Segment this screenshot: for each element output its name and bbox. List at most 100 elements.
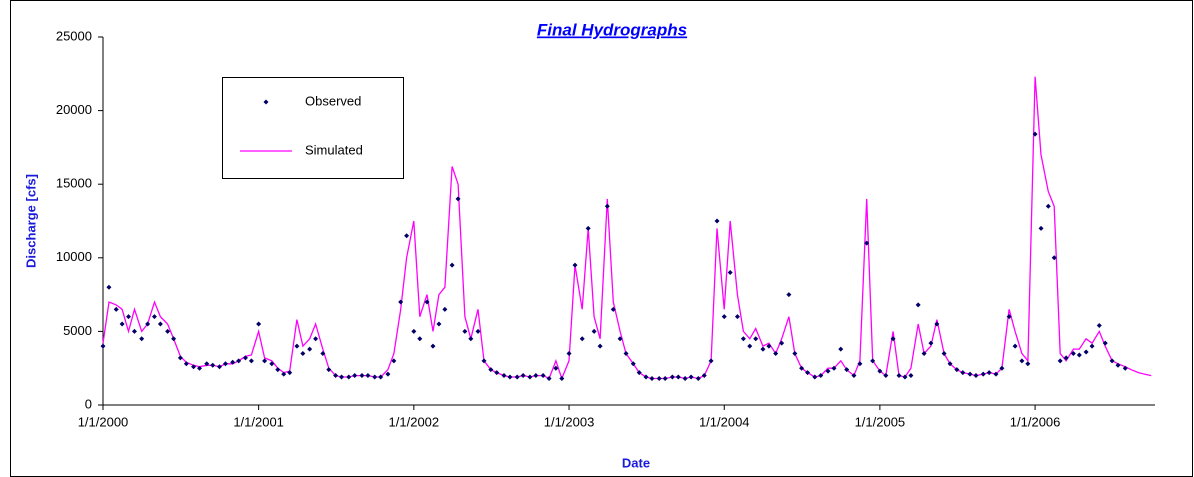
observed-point: [1109, 358, 1115, 364]
observed-point: [591, 328, 597, 334]
observed-point: [113, 306, 119, 312]
observed-point: [365, 373, 371, 379]
observed-point: [281, 371, 287, 377]
observed-point: [636, 370, 642, 376]
observed-point: [760, 346, 766, 352]
observed-point: [236, 358, 242, 364]
observed-point: [734, 314, 740, 320]
observed-point: [1051, 255, 1057, 261]
observed-point: [546, 376, 552, 382]
observed-point: [507, 374, 513, 380]
observed-point: [100, 343, 106, 349]
y-axis-label: Discharge [cfs]: [23, 174, 38, 268]
observed-point: [993, 371, 999, 377]
observed-point: [902, 374, 908, 380]
x-tick-label: 1/1/2005: [855, 414, 906, 429]
observed-point: [786, 292, 792, 298]
y-tick-label: 10000: [56, 249, 92, 264]
observed-point: [183, 361, 189, 367]
legend-box: [222, 77, 404, 179]
observed-point: [151, 314, 157, 320]
legend-marker: [263, 99, 269, 105]
observed-point: [947, 361, 953, 367]
observed-point: [559, 376, 565, 382]
observed-point: [864, 240, 870, 246]
observed-point: [1076, 352, 1082, 358]
observed-point: [934, 321, 940, 327]
observed-point: [481, 358, 487, 364]
observed-point: [217, 364, 223, 370]
observed-point: [262, 358, 268, 364]
observed-point: [1038, 225, 1044, 231]
observed-point: [533, 373, 539, 379]
observed-point: [831, 365, 837, 371]
observed-point: [145, 321, 151, 327]
observed-point: [753, 336, 759, 342]
observed-point: [572, 262, 578, 268]
observed-point: [630, 361, 636, 367]
observed-point: [986, 370, 992, 376]
observed-point: [139, 336, 145, 342]
observed-point: [404, 233, 410, 239]
observed-point: [604, 203, 610, 209]
observed-point: [346, 374, 352, 380]
observed-point: [779, 340, 785, 346]
observed-point: [157, 321, 163, 327]
observed-point: [424, 299, 430, 305]
observed-point: [1063, 355, 1069, 361]
observed-point: [385, 371, 391, 377]
observed-point: [430, 343, 436, 349]
x-axis-label: Date: [622, 455, 650, 470]
observed-point: [177, 355, 183, 361]
observed-point: [417, 336, 423, 342]
observed-point: [714, 218, 720, 224]
observed-point: [455, 196, 461, 202]
observed-point: [695, 376, 701, 382]
chart-frame: [10, 0, 1193, 477]
observed-point: [436, 321, 442, 327]
observed-point: [449, 262, 455, 268]
observed-point: [896, 373, 902, 379]
observed-point: [1122, 365, 1128, 371]
observed-point: [242, 355, 248, 361]
observed-point: [553, 365, 559, 371]
observed-point: [792, 350, 798, 356]
observed-point: [610, 306, 616, 312]
y-tick-label: 25000: [56, 28, 92, 43]
x-tick-label: 1/1/2006: [1010, 414, 1061, 429]
observed-point: [126, 314, 132, 320]
observed-point: [566, 350, 572, 356]
observed-point: [688, 374, 694, 380]
observed-point: [514, 374, 520, 380]
observed-point: [339, 374, 345, 380]
observed-point: [805, 370, 811, 376]
observed-point: [960, 370, 966, 376]
observed-point: [320, 350, 326, 356]
observed-point: [941, 350, 947, 356]
observed-point: [248, 358, 254, 364]
observed-point: [256, 321, 262, 327]
observed-point: [773, 350, 779, 356]
observed-point: [1006, 314, 1012, 320]
observed-point: [501, 373, 507, 379]
observed-point: [1032, 131, 1038, 137]
observed-point: [890, 336, 896, 342]
observed-point: [165, 328, 171, 334]
observed-point: [1096, 323, 1102, 329]
observed-point: [468, 336, 474, 342]
observed-point: [851, 373, 857, 379]
observed-point: [333, 373, 339, 379]
observed-point: [269, 361, 275, 367]
observed-point: [352, 373, 358, 379]
observed-point: [462, 328, 468, 334]
observed-point: [294, 343, 300, 349]
x-tick-label: 1/1/2004: [699, 414, 750, 429]
x-tick-label: 1/1/2000: [78, 414, 129, 429]
observed-point: [391, 358, 397, 364]
observed-point: [877, 368, 883, 374]
observed-point: [287, 370, 293, 376]
observed-point: [1102, 340, 1108, 346]
observed-point: [411, 328, 417, 334]
observed-point: [980, 371, 986, 377]
